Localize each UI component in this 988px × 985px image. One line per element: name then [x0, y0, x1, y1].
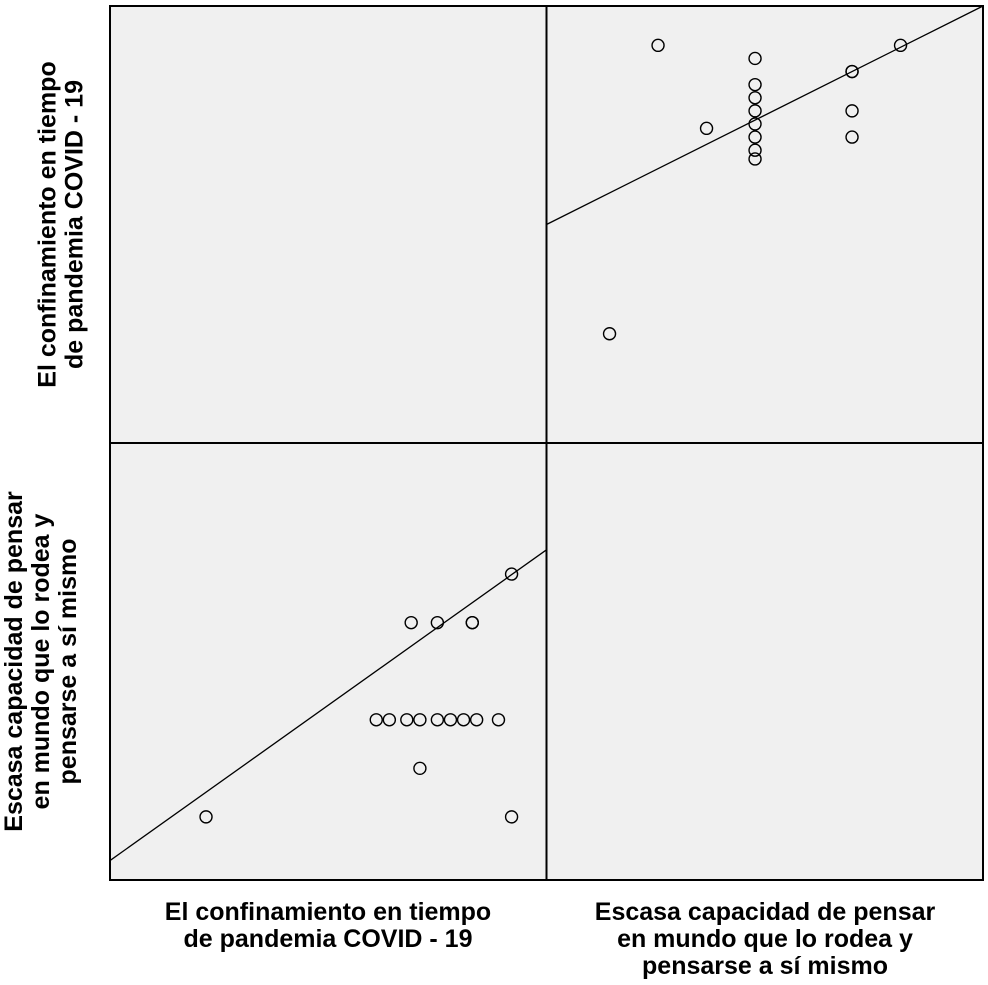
y-axis-label-row-2: Escasa capacidad de pensaren mundo que l… — [0, 491, 82, 832]
scatter-point — [469, 713, 484, 727]
scatter-point — [443, 713, 458, 727]
fit-line — [546, 5, 984, 226]
scatter-point — [602, 327, 617, 341]
scatter-point — [699, 121, 714, 136]
plot-frame — [109, 5, 984, 881]
scatter-point — [748, 51, 762, 66]
scatter-point — [430, 713, 445, 727]
scatter-point — [404, 615, 418, 630]
scatter-point — [893, 38, 908, 53]
scatter-point — [748, 130, 762, 144]
scatter-point — [748, 77, 762, 92]
x-axis-label-col-1: El confinamiento en tiempo de pandemia CO… — [165, 898, 491, 953]
scatter-point — [748, 91, 762, 105]
scatter-point — [504, 810, 519, 824]
scatter-point — [400, 713, 414, 727]
axis-label-line: El confinamiento en tiempo — [165, 898, 491, 926]
scatter-point — [748, 143, 762, 157]
axis-label-line: pensarse a sí mismo — [642, 952, 888, 980]
axis-label-line: Escasa capacidad de pensar — [595, 898, 936, 926]
axis-label-line: pensarse a sí mismo — [54, 539, 82, 785]
scatter-point — [748, 104, 762, 118]
axis-label-line: en mundo que lo rodea y — [27, 513, 55, 809]
axis-label-line: El confinamiento en tiempo — [34, 61, 62, 387]
axis-label-line: en mundo que lo rodea y — [617, 925, 913, 953]
scatter-point — [369, 713, 383, 727]
scatter-point — [382, 713, 397, 727]
scatter-point — [413, 761, 427, 776]
axis-label-line: de pandemia COVID - 19 — [184, 925, 473, 953]
panel-top-right — [546, 5, 984, 341]
x-axis-label-col-2: Escasa capacidad de pensar en mundo que l… — [595, 898, 936, 980]
fit-line — [109, 549, 547, 862]
y-axis-label-row-1: El confinamiento en tiempode pandemia CO… — [34, 61, 89, 387]
panel-bottom-left — [109, 549, 547, 862]
scatter-point — [456, 713, 471, 727]
axis-label-line: de pandemia COVID - 19 — [61, 80, 89, 369]
scatter-point — [199, 810, 213, 824]
scatter-point — [465, 615, 479, 630]
scatter-point — [748, 152, 762, 166]
scatter-point — [845, 104, 859, 118]
scatter-point — [491, 713, 506, 727]
scatter-point — [413, 713, 427, 727]
scatter-point — [845, 130, 859, 144]
scatter-point — [504, 567, 519, 581]
scatter-point — [845, 64, 859, 79]
scatter-point — [748, 117, 762, 131]
scatter-point — [651, 38, 665, 53]
axis-label-line: Escasa capacidad de pensar — [0, 491, 28, 832]
scatter-point — [430, 615, 445, 630]
